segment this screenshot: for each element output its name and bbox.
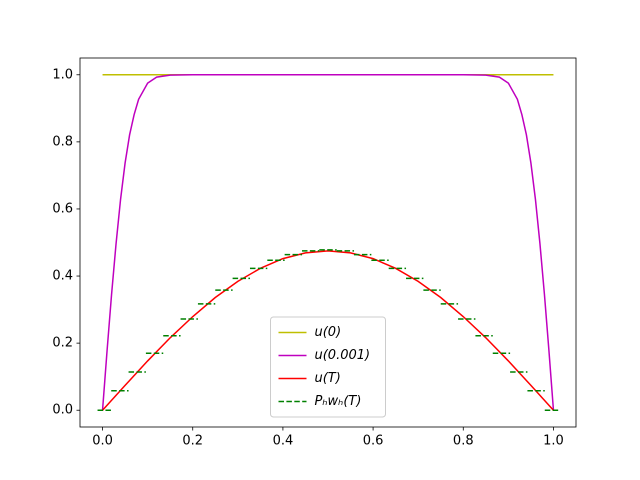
legend-label: u(0.001): [315, 348, 371, 363]
y-tick-label: 0.6: [52, 201, 73, 216]
x-tick-label: 0.2: [182, 434, 203, 449]
legend-label: Pₕwₕ(T): [315, 394, 362, 409]
x-tick-label: 1.0: [543, 434, 564, 449]
y-tick-label: 1.0: [52, 67, 73, 82]
x-tick-label: 0.0: [92, 434, 113, 449]
y-tick-label: 0.0: [52, 403, 73, 418]
line: [101, 74, 555, 411]
x-tick-label: 0.6: [363, 434, 384, 449]
legend: u(0) u(0.001) u(T) Pₕwₕ(T): [270, 316, 386, 418]
axes-frame: [79, 57, 577, 428]
y-tick-label: 0.4: [52, 269, 73, 284]
x-tick-label: 0.8: [453, 434, 474, 449]
legend-box: [270, 316, 386, 418]
legend-label: u(0): [315, 325, 342, 340]
y-tick-label: 0.8: [52, 134, 73, 149]
line: [101, 250, 555, 411]
y-tick-label: 0.2: [52, 336, 73, 351]
x-tick-label: 0.4: [273, 434, 294, 449]
legend-label: u(T): [315, 371, 341, 386]
